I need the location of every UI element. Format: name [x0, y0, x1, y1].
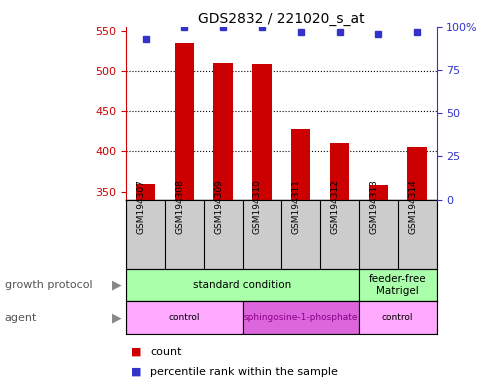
Text: count: count — [150, 346, 182, 357]
Bar — [329, 143, 348, 200]
Bar — [174, 43, 194, 200]
Text: GSM194311: GSM194311 — [291, 179, 300, 234]
Text: growth protocol: growth protocol — [5, 280, 92, 290]
Text: percentile rank within the sample: percentile rank within the sample — [150, 366, 337, 377]
Bar — [407, 147, 426, 200]
Bar — [242, 301, 358, 334]
Text: feeder-free
Matrigel: feeder-free Matrigel — [368, 274, 425, 296]
Text: ■: ■ — [131, 366, 141, 377]
Text: GSM194308: GSM194308 — [175, 179, 184, 234]
Text: ▶: ▶ — [111, 279, 121, 291]
Text: GSM194310: GSM194310 — [252, 179, 261, 234]
Text: control: control — [381, 313, 412, 322]
Text: GSM194313: GSM194313 — [368, 179, 378, 234]
Text: control: control — [168, 313, 199, 322]
Text: sphingosine-1-phosphate: sphingosine-1-phosphate — [243, 313, 357, 322]
Text: GSM194314: GSM194314 — [407, 179, 416, 234]
Bar — [252, 64, 271, 200]
Bar — [213, 63, 232, 200]
Text: ■: ■ — [131, 346, 141, 357]
Text: agent: agent — [5, 313, 37, 323]
Bar — [290, 129, 310, 200]
Bar — [358, 269, 436, 301]
Bar — [126, 269, 358, 301]
Bar — [358, 301, 436, 334]
Text: ▶: ▶ — [111, 311, 121, 324]
Title: GDS2832 / 221020_s_at: GDS2832 / 221020_s_at — [197, 12, 364, 26]
Text: GSM194307: GSM194307 — [136, 179, 145, 234]
Bar — [368, 185, 387, 200]
Text: standard condition: standard condition — [193, 280, 291, 290]
Bar — [126, 301, 242, 334]
Text: GSM194309: GSM194309 — [213, 179, 223, 234]
Text: GSM194312: GSM194312 — [330, 179, 339, 234]
Bar — [136, 184, 155, 200]
